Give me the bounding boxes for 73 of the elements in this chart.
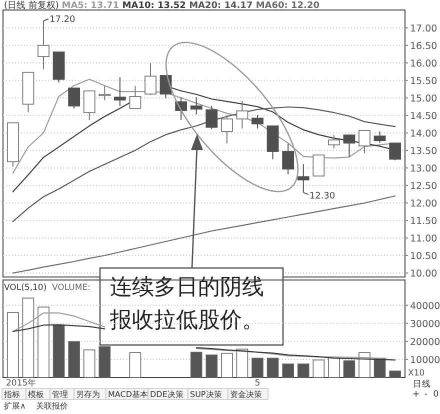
bar bbox=[312, 360, 325, 378]
candlestick bbox=[190, 96, 202, 115]
candlestick bbox=[38, 20, 50, 70]
y-tick-label: 10000 bbox=[410, 354, 440, 366]
bar bbox=[190, 352, 202, 378]
y-tick-label: 16.50 bbox=[410, 40, 438, 52]
line-series bbox=[12, 106, 396, 222]
text: SUP决策 bbox=[190, 390, 222, 399]
text: 模板 bbox=[28, 390, 44, 399]
bar bbox=[328, 356, 340, 378]
chart-title: VOL(5,10) bbox=[4, 283, 47, 293]
y-tick-label: 11.50 bbox=[410, 216, 438, 227]
bar bbox=[206, 354, 218, 378]
y-tick-label: 14.00 bbox=[410, 128, 438, 140]
candlestick bbox=[297, 164, 310, 193]
y-tick-label: 15.00 bbox=[410, 93, 438, 104]
bar bbox=[98, 346, 111, 378]
y-tick-label: 17.00 bbox=[410, 23, 438, 34]
y-tick-label: 15.50 bbox=[410, 76, 438, 87]
bar bbox=[343, 360, 356, 378]
bar bbox=[83, 349, 96, 378]
bar bbox=[7, 312, 19, 378]
text: X10 bbox=[408, 368, 425, 378]
y-tick-label: 12.00 bbox=[410, 198, 438, 210]
bar bbox=[236, 348, 248, 378]
text: 管理 bbox=[52, 390, 68, 399]
bar bbox=[221, 352, 233, 378]
text: DDE决策 bbox=[150, 390, 184, 399]
y-tick-label: 10.50 bbox=[410, 250, 438, 262]
y-tick-label: 12.50 bbox=[410, 180, 438, 192]
text: 另存为 bbox=[76, 390, 100, 399]
bar bbox=[252, 358, 264, 378]
text: + bbox=[412, 390, 420, 400]
y-tick-label: 40000 bbox=[410, 300, 440, 312]
annotation: 17.20 bbox=[50, 14, 76, 25]
annotation: VOLUME: bbox=[52, 283, 90, 293]
bar bbox=[129, 352, 142, 378]
bar bbox=[52, 324, 65, 378]
y-tick-label: 30000 bbox=[410, 318, 440, 330]
text: MA5: 13.71 bbox=[62, 1, 122, 11]
candlestick bbox=[236, 100, 248, 129]
text: MA20: 14.17 bbox=[189, 1, 256, 11]
y-tick-label: 14.50 bbox=[410, 110, 438, 122]
text: 5 bbox=[254, 378, 260, 388]
text: MACD基本 bbox=[108, 390, 148, 399]
bar bbox=[297, 364, 310, 378]
candlestick bbox=[114, 76, 126, 106]
bar bbox=[282, 364, 294, 378]
bar bbox=[266, 358, 279, 378]
bar bbox=[389, 370, 401, 378]
text: MA10: 13.52 bbox=[122, 1, 190, 11]
annotation: 12.30 bbox=[309, 191, 336, 202]
y-tick-label: 13.50 bbox=[410, 146, 438, 157]
chart-title: (日线 前复权) bbox=[4, 0, 62, 11]
candlestick bbox=[220, 114, 233, 144]
y-tick-label: 16.00 bbox=[410, 58, 438, 70]
text: MA60: 12.20 bbox=[256, 1, 320, 11]
bar bbox=[358, 352, 370, 378]
y-tick-label: 10.00 bbox=[410, 268, 438, 280]
text: 指标 bbox=[3, 390, 20, 399]
text: 0 bbox=[433, 390, 439, 400]
y-tick-label: 13.00 bbox=[410, 163, 438, 174]
text: 资金决策 bbox=[230, 390, 262, 399]
text: 关联报价 bbox=[36, 402, 68, 410]
bar bbox=[68, 341, 80, 378]
bar bbox=[38, 306, 50, 378]
text: 扩展∧ bbox=[4, 402, 26, 410]
y-tick-label: 20000 bbox=[410, 336, 440, 348]
y-tick-label: 11.00 bbox=[410, 233, 438, 244]
text: 日线 bbox=[413, 378, 431, 390]
text: 2015年 bbox=[6, 378, 37, 388]
text: - bbox=[424, 390, 428, 400]
bar bbox=[22, 298, 34, 378]
